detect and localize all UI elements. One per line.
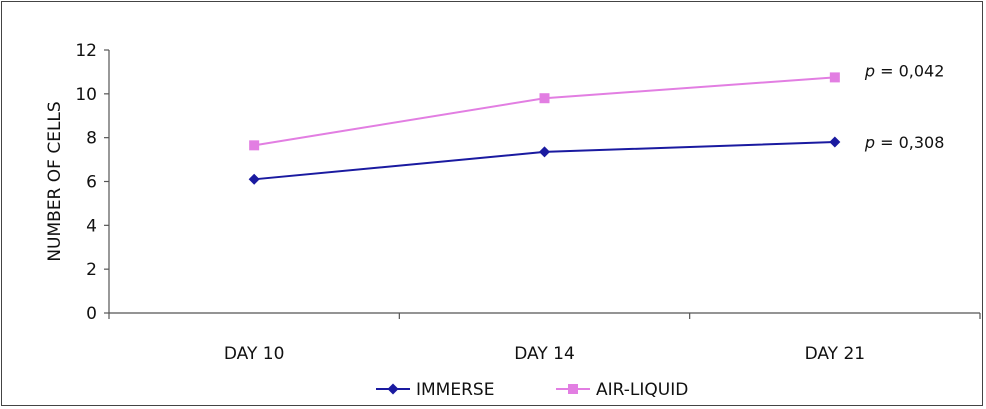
y-tick-label: 6 bbox=[86, 173, 97, 193]
chart-legend: IMMERSE AIR-LIQUID bbox=[376, 380, 688, 400]
chart-axes bbox=[108, 50, 980, 314]
y-axis-label: NUMBER OF CELLS bbox=[45, 101, 65, 261]
p-symbol: p bbox=[864, 133, 875, 152]
x-category-label: DAY 21 bbox=[805, 344, 866, 364]
data-point-marker bbox=[539, 146, 550, 158]
data-point-marker bbox=[539, 93, 550, 104]
data-point-marker bbox=[249, 140, 260, 151]
data-point-marker bbox=[568, 384, 578, 394]
y-tick-label: 4 bbox=[86, 216, 97, 236]
y-tick-label: 10 bbox=[75, 85, 97, 105]
p-value: = 0,042 bbox=[875, 61, 944, 80]
y-tick-label: 0 bbox=[86, 304, 97, 324]
data-point-marker bbox=[248, 173, 260, 185]
legend-item: IMMERSE bbox=[376, 380, 494, 400]
series-line bbox=[254, 76, 835, 147]
legend-item: AIR-LIQUID bbox=[556, 380, 688, 400]
data-point-marker bbox=[829, 72, 840, 83]
series-immerse bbox=[248, 136, 841, 185]
p-symbol: p bbox=[864, 61, 875, 80]
y-tick-label: 12 bbox=[75, 41, 97, 61]
series-air-liquid bbox=[249, 72, 840, 151]
data-point-marker bbox=[387, 383, 399, 395]
x-category-label: DAY 14 bbox=[514, 344, 575, 364]
legend-label: AIR-LIQUID bbox=[596, 380, 688, 400]
legend-label: IMMERSE bbox=[416, 380, 494, 400]
p-value-annotation: p = 0,042 bbox=[864, 61, 945, 80]
x-category-label: DAY 10 bbox=[224, 344, 285, 364]
p-value-annotation: p = 0,308 bbox=[864, 133, 945, 152]
y-tick-label: 8 bbox=[86, 129, 97, 149]
data-point-marker bbox=[829, 136, 841, 148]
p-value: = 0,308 bbox=[875, 133, 944, 152]
y-tick-label: 2 bbox=[86, 260, 97, 280]
